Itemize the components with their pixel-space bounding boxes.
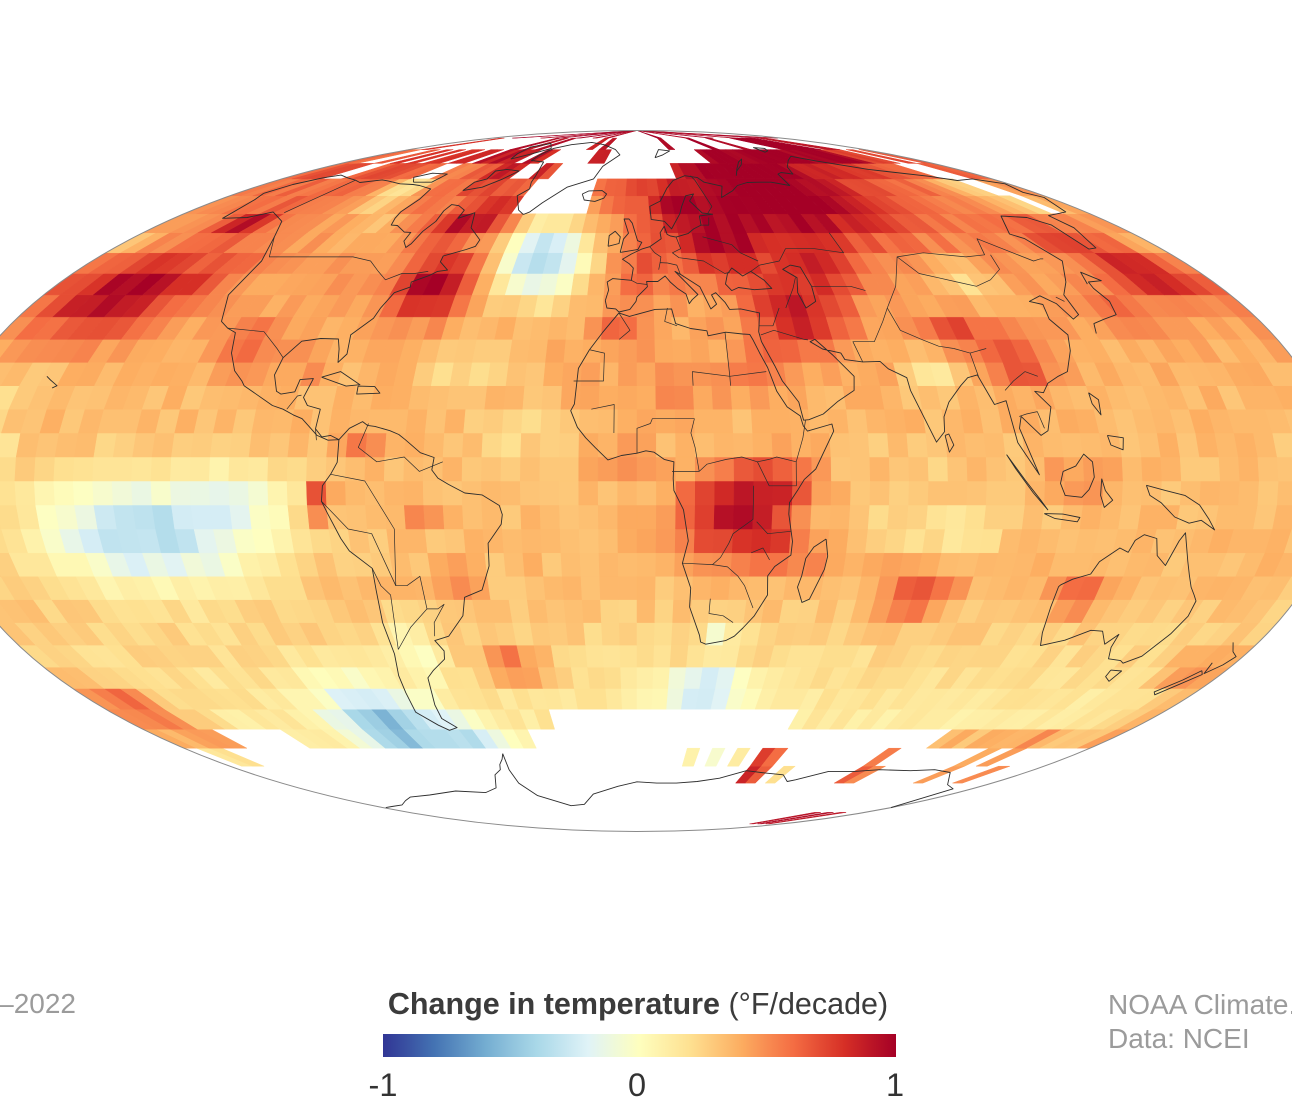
svg-text:NOAA Climate.gov: NOAA Climate.gov (1108, 989, 1292, 1020)
svg-text:-1: -1 (369, 1067, 398, 1103)
svg-text:1: 1 (886, 1067, 904, 1103)
svg-text:0: 0 (628, 1067, 646, 1103)
svg-text:1993–2022: 1993–2022 (0, 988, 76, 1019)
svg-text:Data: NCEI: Data: NCEI (1108, 1023, 1250, 1054)
svg-text:Change in temperature (°F/deca: Change in temperature (°F/decade) (388, 987, 888, 1021)
